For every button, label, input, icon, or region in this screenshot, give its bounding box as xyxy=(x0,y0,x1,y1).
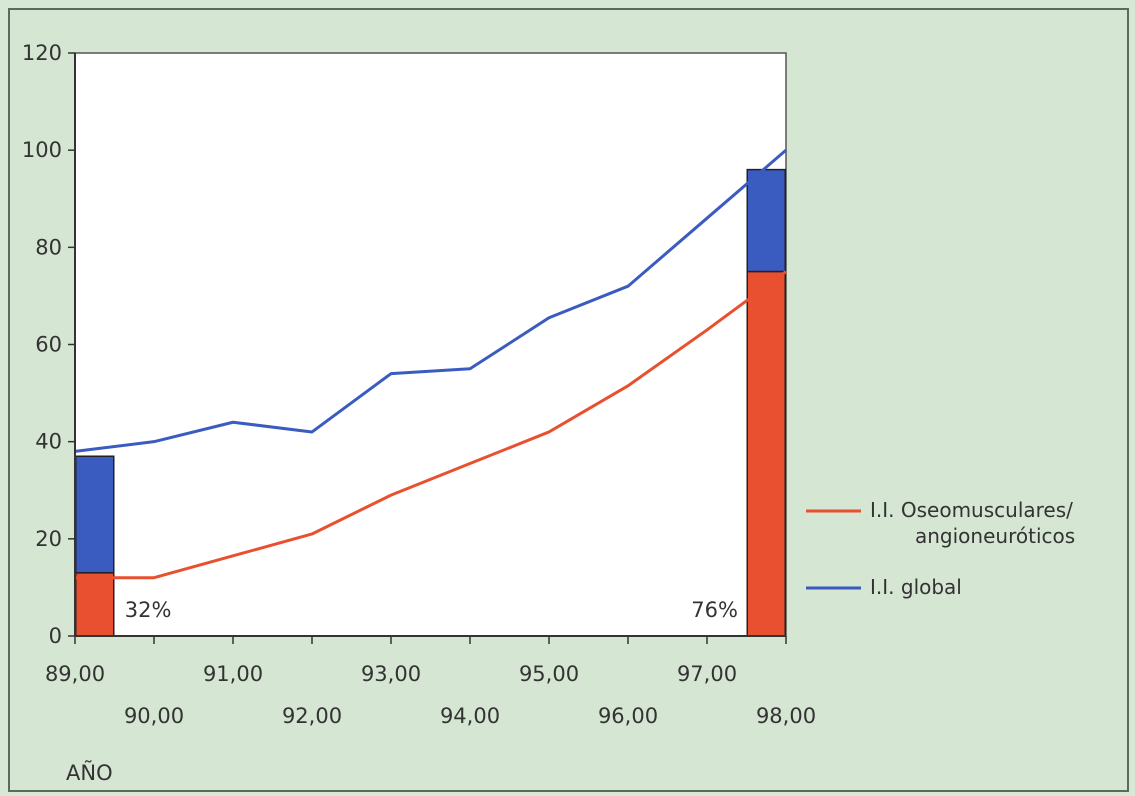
bar-remainder-0 xyxy=(75,455,115,574)
y-tick-label-6: 120 xyxy=(22,41,62,65)
bar-remainder-1 xyxy=(746,168,786,273)
y-tick-label-5: 100 xyxy=(22,138,62,162)
series-line-1 xyxy=(74,149,787,453)
x-tick-label-top-2: 93,00 xyxy=(361,662,421,686)
y-tick-label-2: 40 xyxy=(35,430,62,454)
legend-label-0-1: angioneuróticos xyxy=(915,524,1075,548)
x-tick-label-bottom-0: 90,00 xyxy=(124,704,184,728)
legend-label-1-0: I.I. global xyxy=(870,575,962,599)
bar-part-1 xyxy=(746,270,786,637)
x-tick-label-bottom-1: 92,00 xyxy=(282,704,342,728)
x-tick-label-bottom-3: 96,00 xyxy=(598,704,658,728)
plot-area xyxy=(74,52,787,637)
series-line-0 xyxy=(75,270,787,580)
x-tick-label-bottom-4: 98,00 xyxy=(756,704,816,728)
bars-layer: 32% 76% xyxy=(75,168,786,637)
x-tick-label-bottom-2: 94,00 xyxy=(440,704,500,728)
y-tick-label-4: 80 xyxy=(35,235,62,259)
bar-percent-label-0: 32% xyxy=(125,598,172,622)
x-tick-label-top-0: 89,00 xyxy=(45,662,105,686)
x-tick-label-top-4: 97,00 xyxy=(677,662,737,686)
x-tick-label-top-3: 95,00 xyxy=(519,662,579,686)
y-tick-label-3: 60 xyxy=(35,333,62,357)
legend-label-0-0: I.I. Oseomusculares/ xyxy=(870,498,1073,522)
y-tick-label-0: 0 xyxy=(49,624,62,648)
lines-layer xyxy=(74,149,787,580)
axes-layer: 0 20 40 60 80 100 120 89,00 91,00 93,00 95,00 97,00… xyxy=(22,41,816,728)
legend: I.I. Oseomusculares/angioneuróticos I.I. … xyxy=(806,498,1075,599)
x-axis-title: AÑO xyxy=(66,759,113,785)
bar-percent-label-1: 76% xyxy=(691,598,738,622)
bar-part-0 xyxy=(75,572,115,637)
x-tick-label-top-1: 91,00 xyxy=(203,662,263,686)
y-tick-label-1: 20 xyxy=(35,527,62,551)
